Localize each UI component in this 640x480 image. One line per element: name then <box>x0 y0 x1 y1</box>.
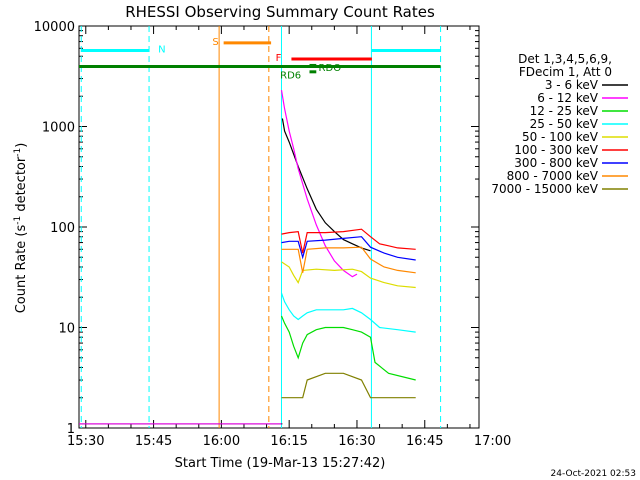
legend-entry: 7000 - 15000 keV <box>491 182 598 196</box>
series-curve <box>281 261 416 289</box>
y-tick-label: 100 <box>50 221 75 236</box>
series-curve <box>281 118 371 252</box>
x-tick-label: 16:30 <box>338 434 375 449</box>
footer-timestamp: 24-Oct-2021 02:53 <box>551 469 636 479</box>
series-line <box>79 90 358 425</box>
legend-entry: 6 - 12 keV <box>537 91 599 105</box>
legend-header: FDecim 1, Att 0 <box>519 65 612 79</box>
x-tick-label: 15:30 <box>67 434 104 449</box>
series-line <box>280 315 416 381</box>
x-axis-label: Start Time (19-Mar-13 15:27:42) <box>175 456 386 471</box>
y-tick-label: 10 <box>58 322 75 337</box>
legend-entry: 800 - 7000 keV <box>507 169 599 183</box>
series-curve <box>281 228 416 254</box>
x-tick-label: 16:00 <box>203 434 240 449</box>
series-line <box>280 292 416 333</box>
y-axis-label: Count Rate (s-1 detector-1) <box>13 143 29 314</box>
y-tick-label: 10000 <box>34 20 75 35</box>
series-curve <box>281 246 416 274</box>
flag-label: N <box>158 44 165 55</box>
flag-label: F <box>276 53 282 64</box>
x-tick-label: 16:15 <box>270 434 307 449</box>
y-tick-label: 1 <box>67 422 75 437</box>
series-line <box>79 118 371 425</box>
x-tick-labels: 15:30 15:45 16:00 16:15 16:30 16:45 17:00 <box>67 434 511 449</box>
plot-frame <box>78 25 480 429</box>
y-tick-labels: 1 10 100 1000 10000 <box>34 20 75 437</box>
legend-header: Det 1,3,4,5,6,9, <box>518 52 612 66</box>
series-line <box>281 261 416 289</box>
y-tick-label: 1000 <box>42 121 75 136</box>
series-curve <box>281 236 416 261</box>
flag-label: RD6 <box>280 70 301 81</box>
x-tick-label: 15:45 <box>135 434 172 449</box>
x-tick-label: 17:00 <box>474 434 511 449</box>
series-line <box>281 236 416 261</box>
plot-area: N S F RDO RD6 <box>78 25 480 429</box>
legend-entry: 50 - 100 keV <box>522 130 599 144</box>
x-tick-label: 16:45 <box>406 434 443 449</box>
flag-label: RDO <box>319 63 342 74</box>
legend-entry: 12 - 25 keV <box>530 104 599 118</box>
chart-title: RHESSI Observing Summary Count Rates <box>125 3 435 21</box>
legend-entry: 3 - 6 keV <box>545 78 599 92</box>
series-curve <box>280 292 416 333</box>
flag-label: S <box>212 37 218 48</box>
legend: Det 1,3,4,5,6,9,FDecim 1, Att 03 - 6 keV… <box>491 52 628 196</box>
series-line <box>281 372 416 399</box>
legend-entry: 25 - 50 keV <box>530 117 599 131</box>
series-curve <box>281 372 416 399</box>
legend-entry: 300 - 800 keV <box>514 156 598 170</box>
legend-entry: 100 - 300 keV <box>514 143 598 157</box>
series-line <box>281 228 416 254</box>
series-curve <box>280 315 416 381</box>
series-line <box>281 246 416 274</box>
series-curve <box>280 90 358 278</box>
